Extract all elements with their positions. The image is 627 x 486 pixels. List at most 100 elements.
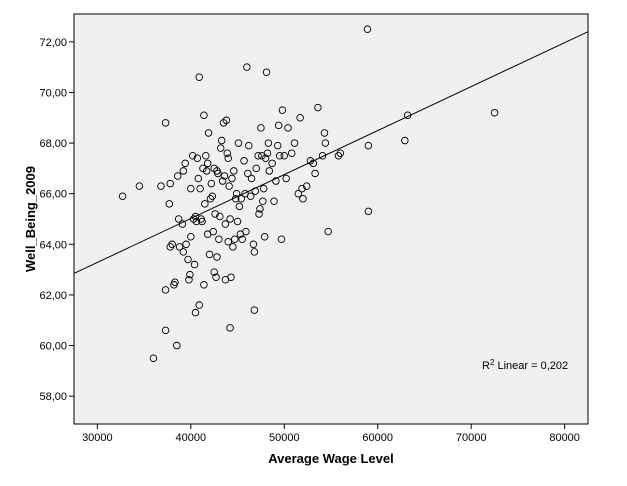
data-point (265, 167, 274, 175)
y-tick-label: 62,00 (39, 290, 67, 302)
data-point (320, 129, 329, 137)
data-point (194, 174, 203, 183)
data-point (296, 114, 304, 122)
data-point (166, 243, 175, 251)
data-point (318, 151, 327, 160)
data-point (184, 255, 192, 264)
data-point (245, 141, 253, 150)
data-point (195, 301, 203, 309)
y-tick-label: 58,00 (39, 391, 67, 403)
data-point (363, 25, 372, 33)
data-point (209, 227, 217, 236)
data-point (185, 275, 193, 284)
y-axis-title: Well_Being_2009 (23, 166, 38, 272)
data-point (278, 106, 287, 114)
data-point (202, 167, 211, 175)
data-point (249, 240, 258, 249)
data-point (227, 273, 235, 281)
data-point (221, 220, 230, 228)
data-point (247, 174, 256, 183)
data-point (203, 159, 212, 168)
data-point (165, 200, 174, 208)
data-point (179, 167, 188, 175)
data-point (309, 159, 317, 168)
data-point (268, 159, 276, 168)
data-point (173, 341, 181, 350)
data-point (235, 202, 244, 211)
data-point (250, 248, 259, 256)
data-point (259, 184, 268, 193)
data-point (364, 207, 373, 216)
data-point (201, 200, 209, 208)
data-point (195, 73, 203, 82)
data-point (250, 306, 259, 314)
y-axis: 58,00 60,00 62,00 64,00 66,00 68,00 70,00 72,00 (39, 37, 74, 403)
data-point (230, 235, 239, 243)
data-point (223, 149, 232, 157)
data-point (175, 243, 184, 251)
data-point (215, 235, 223, 243)
annotation-text: Linear = 0,202 (494, 360, 568, 372)
data-point (260, 232, 269, 241)
data-point (187, 184, 195, 193)
data-point (311, 169, 319, 178)
data-point (157, 182, 165, 190)
data-point (336, 149, 345, 157)
x-tick-label: 70000 (456, 432, 487, 444)
y-tick-label: 64,00 (39, 239, 67, 251)
data-point (204, 129, 213, 137)
data-point (403, 111, 412, 119)
data-point (274, 121, 283, 130)
data-point (174, 215, 183, 223)
data-point (226, 324, 234, 332)
x-tick-label: 50000 (269, 432, 300, 444)
data-point (224, 154, 232, 163)
data-point (222, 116, 231, 125)
data-point (192, 217, 201, 226)
data-point (135, 182, 144, 190)
data-point (321, 139, 330, 147)
data-point (170, 281, 178, 289)
data-points (118, 25, 499, 362)
data-point (217, 136, 226, 145)
data-point (284, 124, 292, 132)
data-point (173, 172, 182, 180)
data-point (181, 159, 189, 168)
annotation-sup: 2 (490, 358, 495, 367)
data-point (254, 151, 262, 160)
x-axis-title: Average Wage Level (268, 451, 393, 466)
data-point (262, 68, 271, 76)
data-point (334, 151, 343, 160)
annotation-prefix: R (482, 360, 490, 372)
data-point (244, 169, 252, 178)
data-point (256, 205, 264, 213)
y-tick-label: 66,00 (39, 189, 67, 201)
data-point (270, 197, 278, 206)
data-point (224, 238, 232, 246)
data-point (182, 240, 190, 249)
data-point (298, 184, 306, 193)
data-point (186, 270, 194, 279)
data-point (251, 187, 260, 195)
data-point (364, 141, 373, 150)
data-point (226, 215, 234, 223)
data-point (218, 177, 227, 185)
data-point (314, 103, 322, 112)
data-point (208, 192, 217, 200)
fit-line (73, 31, 589, 274)
data-point (287, 149, 296, 157)
data-point (231, 195, 240, 203)
data-point (200, 111, 208, 119)
data-point (214, 169, 222, 178)
x-axis: 30000 40000 50000 60000 70000 80000 (82, 424, 580, 444)
data-point (118, 192, 127, 200)
data-point (302, 182, 311, 190)
y-tick-label: 68,00 (39, 138, 67, 150)
data-point (255, 210, 263, 218)
data-point (216, 212, 224, 221)
data-point (263, 149, 272, 157)
data-point (199, 164, 207, 173)
data-point (168, 240, 176, 249)
